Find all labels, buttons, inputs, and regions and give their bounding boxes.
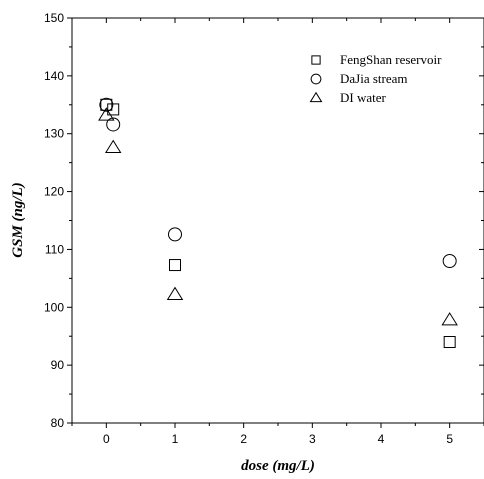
data-point-circle [99, 97, 114, 112]
data-point-triangle [441, 312, 458, 326]
axis-ticks: 80 90 100 110 120 130 140 150 0 1 2 3 4 5 [44, 11, 484, 446]
legend-label: DI water [340, 90, 387, 105]
data-point-triangle [98, 107, 115, 121]
x-tick-label: 4 [378, 432, 385, 446]
legend-marker-triangle [309, 91, 323, 103]
data-point-square [443, 336, 456, 348]
x-tick-label: 1 [172, 432, 179, 446]
y-tick-label: 80 [51, 416, 65, 430]
data-point-circle [106, 117, 121, 132]
y-tick-label: 140 [44, 69, 64, 83]
data-point-triangle [166, 286, 184, 300]
y-tick-label: 90 [51, 358, 65, 372]
y-tick-label: 130 [44, 127, 64, 141]
legend-marker-circle [310, 73, 322, 85]
legend-marker-square [311, 55, 321, 65]
data-points [98, 97, 458, 348]
y-axis-title: GSM (ng/L) [10, 182, 26, 257]
data-point-square [169, 259, 181, 272]
plot-area [71, 17, 484, 424]
data-point-circle [168, 227, 182, 242]
legend-label: DaJia stream [340, 71, 408, 86]
x-axis-title: dose (mg/L) [241, 458, 315, 474]
x-tick-label: 3 [309, 432, 316, 446]
x-tick-label: 2 [240, 432, 247, 446]
x-tick-label: 5 [446, 432, 453, 446]
legend: FengShan reservoir DaJia stream DI water [309, 52, 442, 105]
x-tick-label: 0 [103, 432, 110, 446]
y-tick-label: 120 [44, 185, 64, 199]
data-point-triangle [104, 139, 122, 153]
y-tick-label: 150 [44, 11, 64, 25]
legend-label: FengShan reservoir [340, 52, 442, 67]
data-point-circle [442, 254, 457, 268]
y-tick-label: 110 [45, 242, 64, 256]
data-point-square [100, 98, 113, 111]
y-tick-label: 100 [44, 300, 64, 314]
